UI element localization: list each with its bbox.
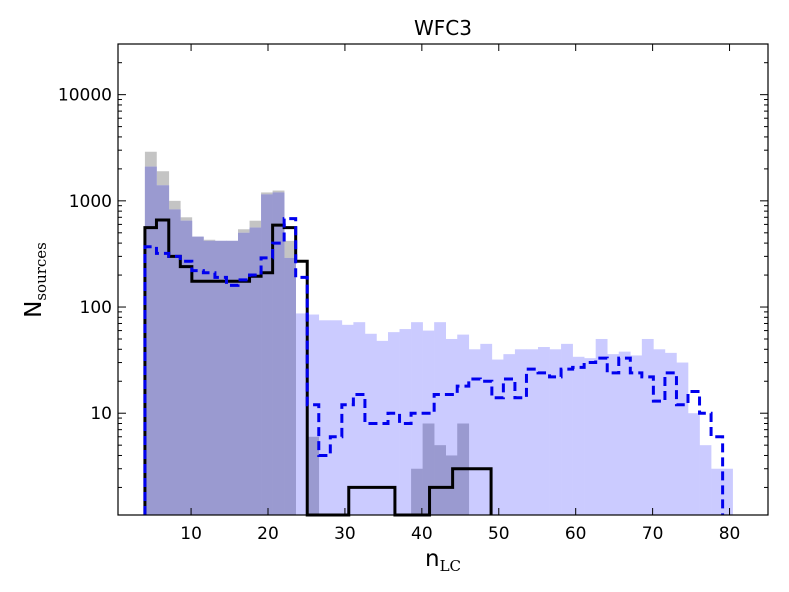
histogram-bar	[526, 349, 539, 515]
histogram-bar	[411, 468, 423, 515]
histogram-bar	[214, 240, 227, 516]
histogram-bar	[722, 468, 733, 515]
plot-frame	[117, 43, 769, 516]
histogram-bar	[445, 338, 458, 515]
histogram-bar	[284, 257, 296, 515]
x-tick-label: 30	[334, 524, 356, 544]
y-tick-label: 10	[90, 404, 112, 424]
histogram-bar	[272, 192, 285, 515]
histogram-bar	[203, 240, 216, 516]
histogram-bar	[688, 413, 700, 515]
dashed-step-line	[143, 217, 725, 515]
histogram-bar	[353, 322, 366, 515]
histogram-bar	[307, 436, 320, 515]
histogram-bar	[572, 356, 585, 515]
histogram-bar	[226, 240, 239, 516]
histogram-bar	[491, 359, 504, 515]
histogram-bar	[503, 354, 516, 515]
histogram-bar	[711, 468, 723, 515]
histogram-bar	[180, 220, 193, 515]
y-tick-label: 1000	[69, 192, 112, 212]
histogram-bar	[341, 324, 354, 515]
y-tick-label: 100	[80, 298, 112, 318]
histogram-bar	[434, 322, 446, 515]
x-tick-label: 40	[411, 524, 433, 544]
y-tick-label: 10000	[58, 86, 112, 106]
histogram-bar	[514, 349, 527, 515]
histogram-bar	[607, 354, 620, 515]
histogram-bar	[595, 338, 608, 515]
x-axis-label-subscript: LC	[440, 557, 461, 575]
histogram-bar	[422, 423, 435, 515]
histogram-bar	[330, 320, 343, 515]
y-axis-label-subscript: sources	[32, 242, 50, 301]
ticks-layer: 10 20 30 40 50 60 70 80 10 100 1000 10000	[58, 43, 768, 544]
histogram-bar	[191, 236, 204, 515]
histogram-bar	[434, 445, 446, 515]
histogram-bar	[318, 320, 331, 515]
x-tick-label: 50	[488, 524, 510, 544]
histogram-bar	[295, 313, 308, 515]
histogram-bar	[376, 340, 389, 515]
x-tick-label: 60	[565, 524, 587, 544]
histogram-bar	[238, 232, 250, 515]
histogram-bar	[538, 347, 550, 515]
histogram-bar	[653, 349, 666, 515]
y-axis-label: Nsources	[21, 242, 50, 318]
x-axis-label: nLC	[425, 546, 461, 575]
histogram-bar	[584, 358, 596, 515]
histogram-bar	[307, 314, 320, 515]
histogram-bar	[411, 322, 423, 515]
histogram-bar	[249, 227, 262, 515]
histogram-bar	[676, 362, 689, 515]
histogram-bar	[480, 343, 493, 515]
histogram-bar	[261, 194, 273, 515]
x-tick-label: 80	[719, 524, 741, 544]
x-axis-label-main: n	[425, 546, 440, 572]
histogram-bar	[561, 343, 573, 515]
y-axis-label-main: N	[21, 301, 47, 318]
histogram-bar	[699, 445, 712, 515]
histogram-bar	[549, 349, 562, 515]
histogram-bar	[156, 185, 170, 515]
histogram-bar	[144, 166, 157, 515]
histogram-bar	[664, 352, 677, 515]
histogram-bar	[468, 349, 481, 515]
histogram-bar	[422, 330, 435, 515]
chart-title: WFC3	[414, 16, 472, 40]
histogram-bar	[630, 355, 643, 515]
histogram-bar	[168, 209, 181, 516]
histogram-bar	[641, 338, 654, 515]
x-tick-label: 70	[642, 524, 664, 544]
x-tick-label: 20	[257, 524, 279, 544]
x-tick-label: 10	[180, 524, 202, 544]
histogram-bar	[388, 332, 400, 515]
histogram-bar	[618, 351, 631, 515]
